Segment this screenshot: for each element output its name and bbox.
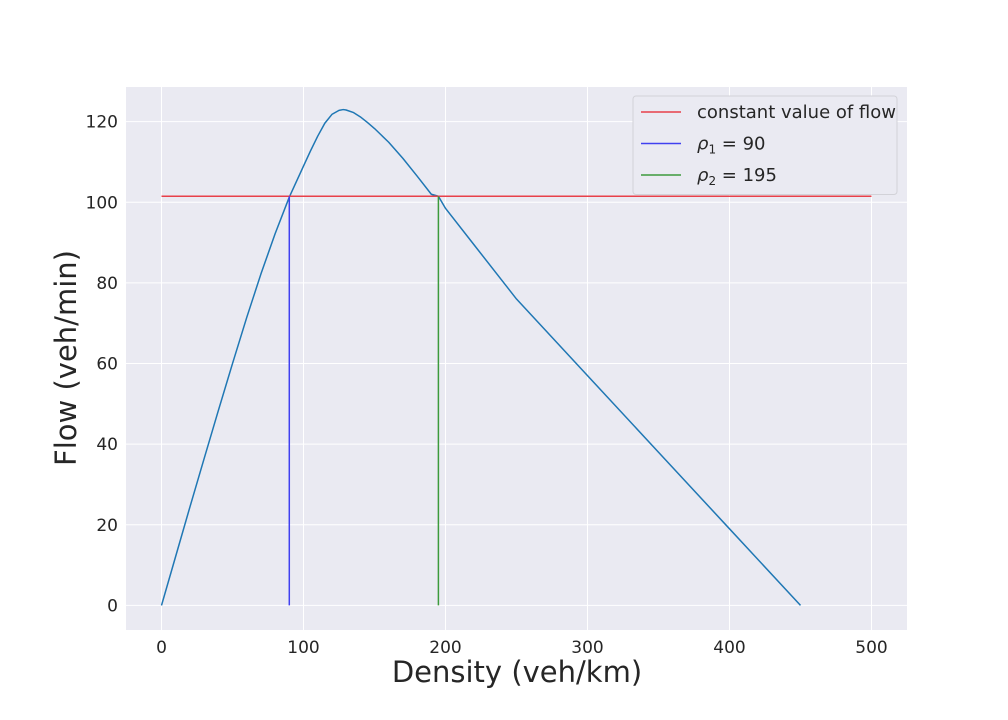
legend-label: constant value of flow <box>697 102 896 123</box>
legend-subscript: 2 <box>708 174 716 188</box>
y-tick-label: 40 <box>96 435 118 455</box>
legend-symbol: ρ <box>697 165 709 186</box>
flow-density-curve <box>160 108 802 606</box>
legend-label: ρ2 = 195 <box>697 165 777 188</box>
x-tick-label: 300 <box>571 638 603 658</box>
grid-lines <box>126 87 907 630</box>
y-axis-label: Flow (veh/min) <box>49 250 83 466</box>
y-tick-label: 20 <box>96 516 118 536</box>
y-tick-label: 100 <box>86 193 118 213</box>
y-tick-label: 120 <box>86 113 118 133</box>
tick-labels: 0 100 200 300 400 500 0 20 40 60 80 100 120 <box>86 113 888 658</box>
x-tick-label: 0 <box>156 638 167 658</box>
x-tick-label: 500 <box>855 638 887 658</box>
y-tick-label: 0 <box>107 596 118 616</box>
legend-symbol: ρ <box>697 134 709 155</box>
x-tick-label: 400 <box>713 638 745 658</box>
legend-label: ρ1 = 90 <box>697 134 766 157</box>
x-axis-label: Density (veh/km) <box>392 655 642 689</box>
legend-subscript: 1 <box>708 143 716 157</box>
legend-value: = 195 <box>716 165 777 186</box>
x-tick-label: 200 <box>429 638 461 658</box>
y-tick-label: 80 <box>96 274 118 294</box>
series-layer <box>160 108 872 606</box>
legend-box <box>632 95 898 195</box>
legend-value: = 90 <box>716 134 765 155</box>
y-tick-label: 60 <box>96 355 118 375</box>
x-tick-label: 100 <box>287 638 319 658</box>
